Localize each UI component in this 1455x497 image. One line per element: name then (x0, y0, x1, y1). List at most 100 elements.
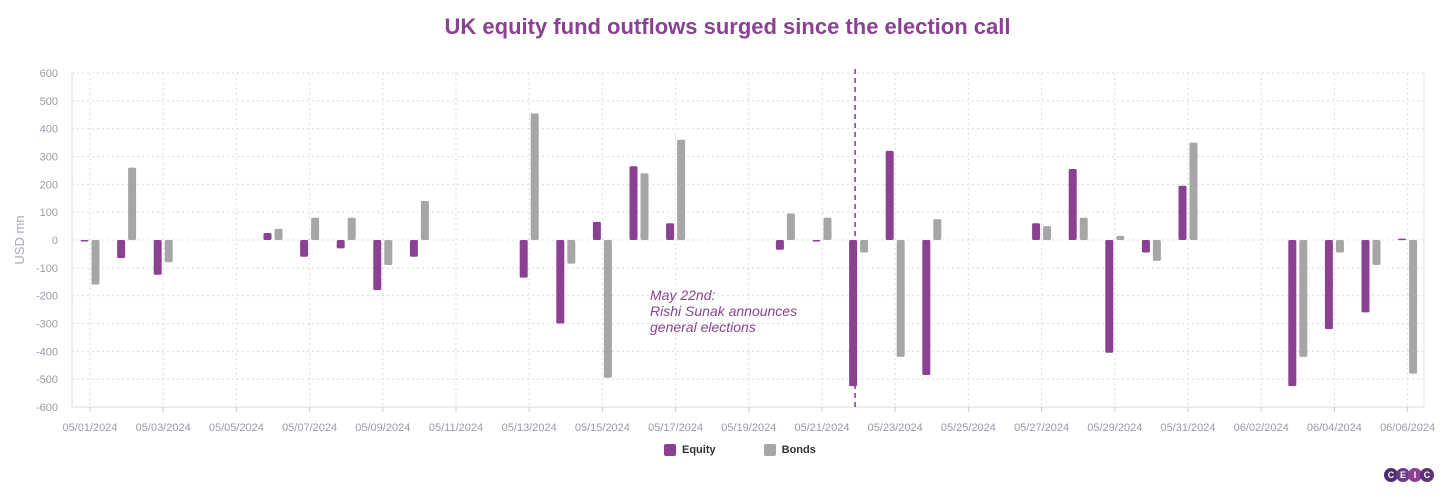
legend: Equity Bonds (664, 444, 816, 456)
y-tick-label: -600 (36, 402, 58, 414)
x-tick-label: 05/11/2024 (429, 422, 483, 434)
y-axis-label: USD mn (12, 215, 27, 264)
bar-bonds (896, 240, 905, 357)
bar-bonds (128, 167, 137, 240)
bar-bonds (347, 217, 356, 240)
bar-equity (1105, 240, 1114, 353)
y-tick-label: 400 (40, 124, 58, 136)
legend-item-bonds[interactable]: Bonds (763, 444, 816, 456)
x-tick-label: 05/03/2024 (136, 422, 191, 434)
legend-swatch-bonds (763, 444, 776, 456)
y-tick-label: -100 (36, 263, 58, 275)
ceic-logo: C E I C (1384, 468, 1434, 482)
bar-equity (556, 240, 565, 324)
bar-bonds (603, 240, 612, 378)
x-tick-label: 06/02/2024 (1234, 422, 1289, 434)
x-axis-ticks: 05/01/2024 05/03/2024 05/05/2024 05/07/2024… (62, 422, 1435, 434)
bar-bonds (860, 240, 869, 253)
x-tick-label: 05/13/2024 (502, 422, 557, 434)
y-axis-ticks: 600 500 400 300 200 100 0 -100 -200 -300 -400 -500 -… (36, 68, 58, 414)
bar-bonds (1409, 240, 1418, 374)
x-tick-label: 06/06/2024 (1380, 422, 1435, 434)
y-tick-label: -300 (36, 319, 58, 331)
logo-letter: C (1384, 468, 1398, 482)
bar-bonds (677, 139, 686, 240)
legend-label-bonds: Bonds (781, 444, 816, 456)
bar-equity (592, 221, 601, 240)
x-tick-label: 05/01/2024 (62, 422, 117, 434)
bar-equity (812, 240, 821, 242)
bar-bonds (640, 173, 649, 240)
bar-bonds (1079, 217, 1088, 240)
bars-group (80, 113, 1418, 387)
x-tick-label: 05/23/2024 (868, 422, 923, 434)
bar-equity (1141, 240, 1150, 253)
legend-item-equity[interactable]: Equity (664, 444, 716, 456)
bar-equity (80, 240, 89, 242)
y-tick-label: -500 (36, 374, 58, 386)
x-tick-label: 05/15/2024 (575, 422, 630, 434)
bar-equity (1068, 169, 1077, 240)
bar-bonds (420, 201, 429, 240)
bar-equity (885, 150, 894, 240)
bar-bonds (1152, 240, 1161, 261)
bar-equity (1032, 223, 1041, 240)
bar-bonds (567, 240, 576, 264)
bar-equity (300, 240, 309, 257)
logo-letter: C (1420, 468, 1434, 482)
bar-equity (336, 240, 345, 249)
x-tick-label: 05/27/2024 (1014, 422, 1069, 434)
bar-equity (1361, 240, 1370, 313)
bar-equity (373, 240, 382, 291)
y-tick-label: 600 (40, 68, 58, 80)
x-tick-label: 05/17/2024 (648, 422, 703, 434)
x-tick-label: 05/25/2024 (941, 422, 996, 434)
bar-bonds (1043, 226, 1052, 240)
grid-lines (71, 72, 1425, 412)
y-tick-label: -200 (36, 291, 58, 303)
bar-bonds (1116, 235, 1125, 240)
bar-equity (922, 240, 931, 375)
bar-equity (1288, 240, 1297, 387)
bar-equity (1178, 185, 1187, 240)
bar-bonds (384, 240, 393, 266)
y-tick-label: 300 (40, 152, 58, 164)
bar-bonds (1372, 240, 1381, 266)
bar-bonds (1335, 240, 1344, 253)
bar-equity (666, 223, 675, 240)
x-tick-label: 05/07/2024 (282, 422, 337, 434)
annotation-text-line: May 22nd: (650, 287, 715, 303)
bar-equity (519, 240, 528, 278)
chart-title: UK equity fund outflows surged since the… (444, 14, 1011, 39)
legend-label-equity: Equity (682, 444, 716, 456)
bar-bonds (274, 228, 283, 240)
y-tick-label: 200 (40, 179, 58, 191)
bar-bonds (1189, 142, 1198, 240)
bar-equity (775, 240, 784, 250)
logo-letter: I (1408, 468, 1422, 482)
bar-equity (153, 240, 162, 275)
bar-equity (1398, 238, 1407, 241)
x-tick-label: 05/21/2024 (794, 422, 849, 434)
bar-bonds (933, 219, 942, 240)
y-tick-label: 100 (40, 207, 58, 219)
y-tick-label: 0 (52, 235, 58, 247)
annotation-text-line: general elections (650, 319, 756, 335)
logo-letter: E (1396, 468, 1410, 482)
x-tick-label: 06/04/2024 (1307, 422, 1362, 434)
bar-equity (629, 166, 638, 240)
x-tick-label: 05/19/2024 (721, 422, 776, 434)
bar-bonds (1299, 240, 1308, 357)
y-tick-label: 500 (40, 96, 58, 108)
bar-equity (117, 240, 126, 259)
bar-equity (263, 233, 272, 240)
legend-swatch-equity (664, 444, 676, 456)
bar-bonds (91, 240, 100, 285)
bar-equity (1324, 240, 1333, 330)
bar-equity (409, 240, 418, 257)
x-tick-label: 05/05/2024 (209, 422, 264, 434)
bar-bonds (311, 217, 320, 240)
